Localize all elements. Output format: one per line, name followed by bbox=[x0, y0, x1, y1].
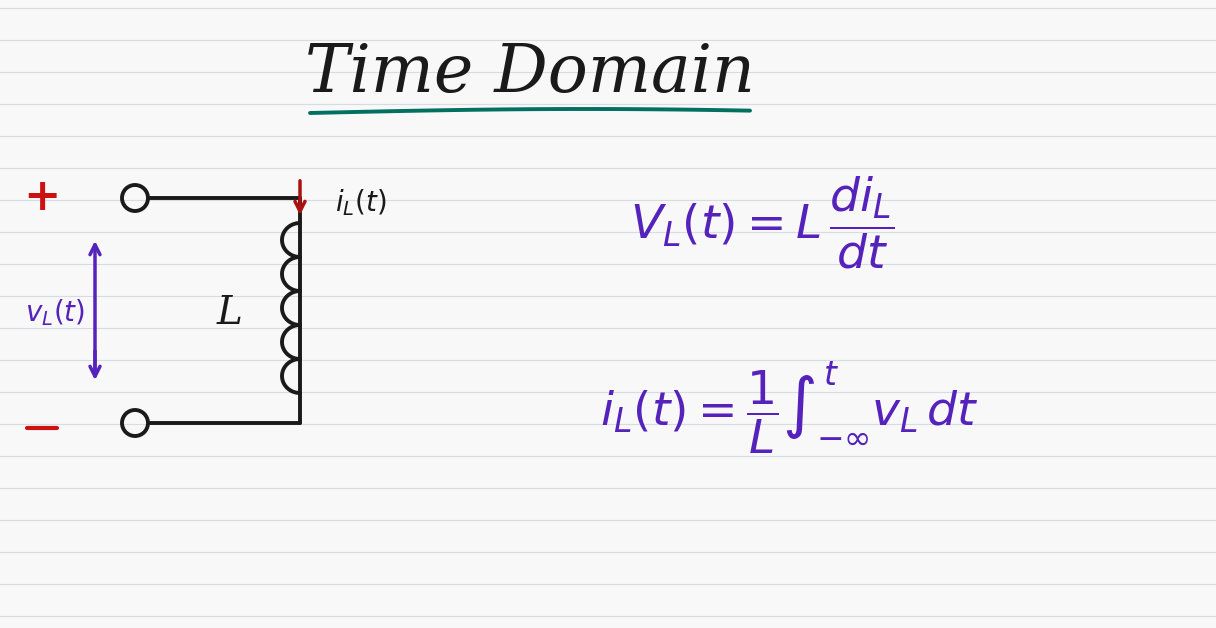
Text: $i_L(t) = \dfrac{1}{L}\int_{-\infty}^{t} v_L\, dt$: $i_L(t) = \dfrac{1}{L}\int_{-\infty}^{t}… bbox=[599, 359, 979, 457]
Text: L: L bbox=[218, 295, 243, 332]
Text: +: + bbox=[23, 176, 61, 220]
Text: $V_L(t) = L\,\dfrac{di_L}{dt}$: $V_L(t) = L\,\dfrac{di_L}{dt}$ bbox=[630, 175, 894, 271]
Text: Time Domain: Time Domain bbox=[305, 40, 755, 106]
Text: $i_L(t)$: $i_L(t)$ bbox=[334, 188, 387, 219]
Text: $v_L(t)$: $v_L(t)$ bbox=[26, 298, 85, 328]
